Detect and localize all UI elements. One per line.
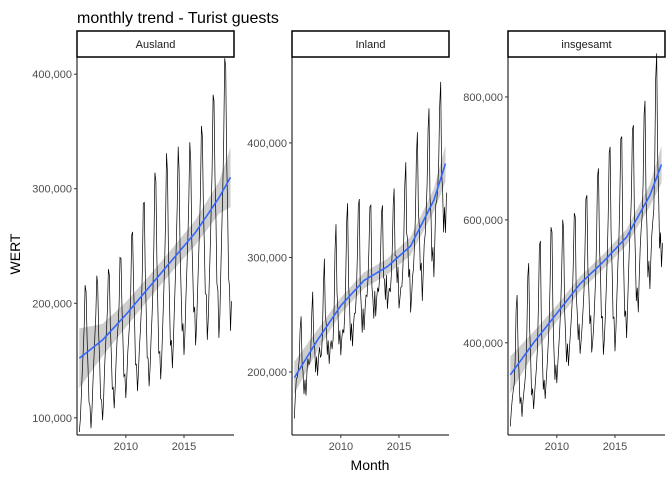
x-tick-label: 2010 xyxy=(114,441,138,453)
facet-strip xyxy=(76,30,235,58)
facet-strip xyxy=(507,30,666,58)
x-tick-label: 2010 xyxy=(545,441,569,453)
x-tick-label: 2010 xyxy=(329,441,353,453)
facet-panel-inland: Inland 200,000 300,000 400,000 2010 2015 xyxy=(247,30,450,453)
monthly-series-line xyxy=(78,58,232,433)
y-tick-label: 100,000 xyxy=(32,413,72,425)
x-tick-label: 2015 xyxy=(603,441,627,453)
facet-panel-ausland: Ausland 100,000 200,000 300,000 400,000 2010 2… xyxy=(32,30,235,453)
x-tick-label: 2015 xyxy=(172,441,196,453)
monthly-series-line xyxy=(509,53,663,427)
y-axis-title: WERT xyxy=(7,233,23,274)
y-tick-label: 300,000 xyxy=(32,184,72,196)
trend-confidence-band xyxy=(294,145,446,394)
y-tick-label: 400,000 xyxy=(32,69,72,81)
x-tick-label: 2015 xyxy=(387,441,411,453)
facet-strip-label: Ausland xyxy=(136,39,176,51)
trend-confidence-band xyxy=(79,147,231,388)
y-tick-label: 400,000 xyxy=(247,138,287,150)
trend-line xyxy=(78,176,232,359)
y-tick-label: 400,000 xyxy=(463,338,503,350)
y-tick-label: 800,000 xyxy=(463,92,503,104)
trend-line xyxy=(293,163,447,379)
trend-confidence-band xyxy=(510,146,662,394)
facet-strip xyxy=(291,30,450,58)
y-tick-label: 200,000 xyxy=(32,298,72,310)
facet-panel-insgesamt: insgesamt 400,000 600,000 800,000 2010 2015 xyxy=(463,30,666,453)
x-axis-title: Month xyxy=(351,457,390,473)
facet-panels: Ausland 100,000 200,000 300,000 400,000 2010 2… xyxy=(32,30,666,453)
facet-strip-label: Inland xyxy=(356,39,386,51)
y-tick-label: 200,000 xyxy=(247,367,287,379)
y-tick-label: 600,000 xyxy=(463,215,503,227)
y-tick-label: 300,000 xyxy=(247,252,287,264)
trend-line xyxy=(509,164,663,376)
chart-title: monthly trend - Turist guests xyxy=(77,10,279,27)
facet-strip-label: insgesamt xyxy=(561,39,611,51)
monthly-series-line xyxy=(293,81,447,419)
